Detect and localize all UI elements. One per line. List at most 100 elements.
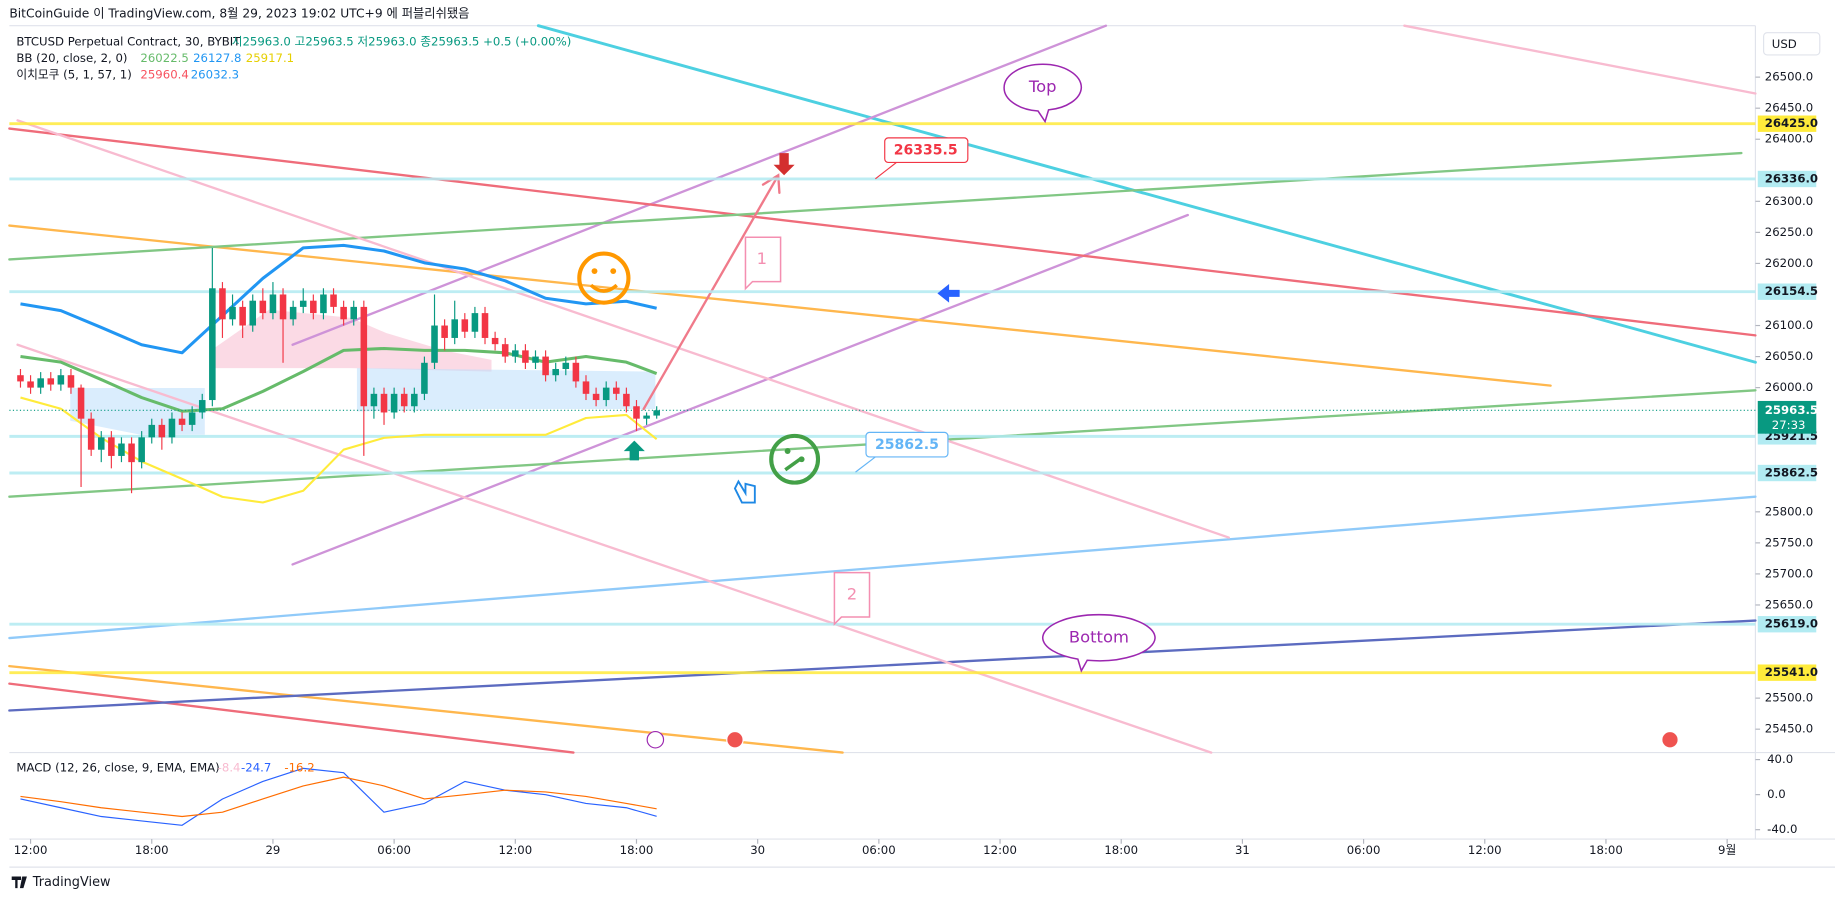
y-tick-label: 26100.0 (1765, 318, 1813, 332)
price-note-text: 25862.5 (875, 437, 939, 453)
level-label: 26336.0 (1765, 171, 1818, 185)
candle-body (27, 381, 34, 388)
candle-body (57, 375, 65, 385)
macd-macd (20, 767, 657, 826)
wave-label (744, 236, 782, 291)
ichimoku-legend-value: 25960.4 (140, 67, 188, 81)
macd-signal (20, 776, 657, 818)
candle-body (188, 412, 196, 425)
candle-body (279, 294, 287, 320)
macd-legend-value: -16.2 (284, 760, 314, 774)
indicators (9, 243, 1756, 826)
candle-body (229, 306, 236, 320)
hand-icon (733, 479, 756, 504)
x-tick-label: 18:00 (620, 843, 654, 857)
candle-body (623, 393, 630, 407)
candle-body (320, 294, 327, 314)
y-tick-label: 26000.0 (1765, 380, 1813, 394)
y-tick-label: 26050.0 (1765, 349, 1813, 363)
callout-text: Top (1028, 77, 1057, 96)
price-note-pointer (855, 456, 876, 473)
y-tick-label: 25500.0 (1765, 691, 1813, 705)
x-tick-label: 30 (750, 843, 765, 857)
candle-body (380, 393, 388, 413)
arrow-icon (937, 283, 960, 303)
candle-body (310, 300, 317, 314)
bb-lower (20, 396, 658, 504)
published-text: BitCoinGuide 이 TradingView.com, 8월 29, 2… (9, 7, 469, 21)
bb-legend: BB (20, close, 2, 0) (16, 51, 127, 65)
candle-body (168, 418, 176, 438)
y-tick-label: 26200.0 (1765, 256, 1813, 270)
arrow-down-icon (773, 153, 795, 176)
trend-line (8, 682, 575, 754)
candle-body (512, 350, 519, 357)
y-tick-label: 26450.0 (1765, 101, 1813, 115)
trend-line (16, 343, 1213, 754)
trend-line (8, 664, 844, 754)
x-tick-label: 12:00 (1468, 843, 1502, 857)
event-icon (1661, 730, 1679, 749)
wave-label (833, 571, 871, 626)
candle-body (87, 418, 95, 450)
candle-body (390, 393, 398, 413)
price-note-text: 26335.5 (894, 143, 958, 159)
event-icon (646, 730, 665, 749)
currency[interactable]: USD (1772, 37, 1797, 51)
arrow-up-icon (623, 440, 645, 461)
bb-legend-value: 26022.5 (140, 51, 188, 65)
candle-body (421, 362, 428, 394)
candle-body (77, 387, 85, 419)
trend-line (16, 119, 1230, 539)
level-label: 26154.5 (1765, 284, 1818, 298)
candle-body (633, 406, 640, 419)
smiley-icon (577, 251, 631, 305)
candle-body (97, 437, 105, 450)
x-tick-label: 9월 (1718, 843, 1736, 857)
bb-legend-value: 25917.1 (246, 51, 294, 65)
x-tick-label: 18:00 (1104, 843, 1138, 857)
trend-line (8, 224, 1552, 387)
candle-body (269, 294, 277, 314)
candle-body (411, 393, 418, 407)
candle-body (471, 313, 479, 332)
candle-body (178, 418, 186, 425)
currency-button[interactable] (1763, 32, 1821, 56)
candle-body (289, 306, 297, 320)
level-label: 25619.0 (1765, 617, 1818, 631)
candle-body (350, 306, 358, 320)
ichimoku-legend: 이치모쿠 (5, 1, 57, 1) (16, 67, 131, 81)
x-tick-label: 18:00 (1589, 843, 1623, 857)
candle-body (299, 300, 307, 307)
trend-line (8, 151, 1743, 261)
x-tick-label: 12:00 (983, 843, 1017, 857)
level-tag (1757, 283, 1817, 300)
callout-text: Bottom (1069, 628, 1129, 647)
candle-body (148, 424, 156, 438)
footer-brand: TradingView (32, 875, 111, 890)
x-tick-label: 06:00 (862, 843, 896, 857)
confused-icon (769, 433, 821, 485)
cloud-bear (210, 309, 492, 372)
x-tick-label: 31 (1235, 843, 1250, 857)
candle-body (259, 300, 267, 314)
x-tick-label: 06:00 (1347, 843, 1381, 857)
candle-body (592, 393, 600, 401)
axes: 26500.0 26450.0 26400.0 26300.0 26250.0 26200… (14, 70, 1818, 858)
trend-line (8, 495, 1757, 640)
candle-body (481, 313, 489, 338)
candle-body (17, 375, 24, 382)
level-tag (1757, 464, 1817, 482)
candle-body (118, 443, 125, 456)
level-tag (1757, 664, 1817, 681)
trend-line (1403, 24, 1757, 95)
bb-legend-value: 26127.8 (193, 51, 241, 65)
price-note (865, 431, 949, 458)
last-price-tag (1757, 400, 1817, 434)
ichimoku-cloud (70, 309, 656, 435)
candle-body (330, 294, 337, 307)
candle-body (613, 387, 620, 394)
level-tag (1757, 115, 1817, 132)
macd-tick-label: -40.0 (1767, 822, 1797, 836)
